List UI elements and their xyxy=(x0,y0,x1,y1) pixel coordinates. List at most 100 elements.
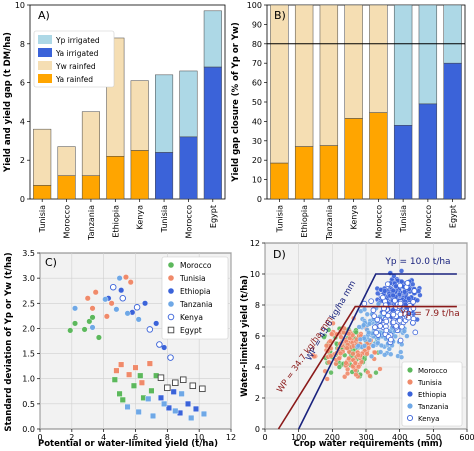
point-morocco xyxy=(86,318,93,325)
panel-d-legend-label: Morocco xyxy=(418,367,447,375)
y-tick-label: 80 xyxy=(252,40,262,49)
y-tick-label: 70 xyxy=(252,59,262,68)
y-tick-label: 0 xyxy=(257,195,262,204)
y-tick-label: 2.5 xyxy=(22,299,35,308)
bar-potential-6 xyxy=(179,70,198,138)
panel-d-legend-label: Tunisia xyxy=(417,379,442,387)
panel-b-bars xyxy=(270,4,462,200)
point-egypt xyxy=(189,382,197,390)
x-tick-label: Morocco xyxy=(63,205,72,239)
point-tanzania xyxy=(113,306,120,313)
point-group-0 xyxy=(321,334,327,340)
point-tanzania xyxy=(124,310,131,317)
panel-c-x-ticks: 0 2 4 6 8 10 12 xyxy=(37,429,236,442)
y-tick-label: 0.5 xyxy=(22,400,35,409)
bar-closure-6 xyxy=(418,103,438,200)
point-group-2 xyxy=(390,292,396,298)
point-tunisia xyxy=(118,361,125,368)
point-group-1 xyxy=(352,360,358,366)
panel-d-y-ticks: 0 2 4 6 8 10 12 xyxy=(250,239,265,434)
bar-potential-2 xyxy=(81,111,100,176)
point-tunisia xyxy=(132,364,139,371)
legend-swatch-yw-rainfed xyxy=(38,61,52,70)
bar-potential-0 xyxy=(33,128,52,186)
point-group-0 xyxy=(373,370,379,376)
panel-c-points xyxy=(67,274,207,421)
point-group-0 xyxy=(326,327,332,333)
bar-gap-5 xyxy=(393,4,413,126)
legend-marker-ethiopia xyxy=(168,288,174,294)
panel-a-legend: Yp irrigated Ya irrigated Yw rainfed Ya … xyxy=(33,30,115,88)
point-group-4 xyxy=(370,307,377,314)
y-tick-label: 6 xyxy=(255,332,260,341)
annotation-yp-10: Yp = 10.0 t/ha xyxy=(384,257,450,267)
y-tick-label: 4 xyxy=(255,363,260,372)
point-group-4 xyxy=(383,327,390,334)
point-tunisia xyxy=(127,279,134,286)
y-tick-label: 90 xyxy=(252,20,262,29)
y-tick-label: 3.0 xyxy=(22,274,35,283)
point-group-4 xyxy=(397,337,404,344)
point-group-4 xyxy=(371,313,377,319)
panel-c-legend: Morocco Tunisia Ethiopia Tanzania Kenya … xyxy=(161,256,229,340)
y-tick-label: 0 xyxy=(20,195,25,204)
bar-potential-5 xyxy=(155,74,174,153)
panel-c-x-axis-label: Potential or water-limited yield (t/ha) xyxy=(38,439,218,449)
point-kenya xyxy=(119,295,127,302)
x-tick-label: Kenya xyxy=(136,205,145,230)
y-tick-label: 1.5 xyxy=(22,350,35,359)
panel-b-label: B) xyxy=(274,9,286,22)
panel-d-points xyxy=(310,268,423,382)
x-tick-label: Morocco xyxy=(424,205,433,239)
x-tick-label: 4 xyxy=(101,433,106,442)
point-group-1 xyxy=(366,345,372,351)
point-morocco xyxy=(119,396,126,403)
point-group-3 xyxy=(401,328,407,334)
panel-d-legend-label: Kenya xyxy=(418,415,439,423)
point-group-4 xyxy=(393,323,399,329)
point-group-4 xyxy=(412,329,419,336)
x-tick-label: Tunisia xyxy=(275,205,284,233)
point-group-4 xyxy=(368,298,374,304)
point-kenya xyxy=(167,354,174,361)
panel-c-label: C) xyxy=(45,256,57,269)
panel-d-x-axis-label: Crop water requirements (mm) xyxy=(293,439,442,449)
point-group-4 xyxy=(384,281,391,287)
legend-swatch-yp-irrigated xyxy=(38,35,52,44)
point-group-1 xyxy=(372,349,378,356)
y-tick-label: 2 xyxy=(20,156,25,165)
point-tanzania xyxy=(72,305,79,312)
point-tanzania xyxy=(116,275,123,282)
panel-b-y-axis-label: Yield gap closure (% of Yp or Yw) xyxy=(231,22,241,183)
point-group-3 xyxy=(375,301,381,307)
point-group-1 xyxy=(377,366,383,372)
bar-closure-0 xyxy=(270,162,289,200)
point-group-4 xyxy=(377,323,383,329)
x-tick-label: 0 xyxy=(262,433,267,442)
panel-c-legend-label: Ethiopia xyxy=(180,287,211,296)
panel-c-legend-label: Morocco xyxy=(180,261,212,270)
point-tunisia xyxy=(89,305,96,312)
point-ethiopia xyxy=(161,344,168,351)
point-group-4 xyxy=(410,320,416,326)
point-group-1 xyxy=(324,376,330,382)
point-group-4 xyxy=(374,316,381,323)
legend-swatch-ya-rainfed xyxy=(38,74,52,83)
panel-a-bar-chart: 0 2 4 6 8 10 Tunisia Morocco Tanzania Ethiopia Ke… xyxy=(3,1,226,241)
legend-marker-egypt xyxy=(167,326,175,334)
point-tanzania xyxy=(188,414,195,421)
point-morocco xyxy=(95,334,102,341)
panel-a-y-ticks: 0 2 4 6 8 10 xyxy=(15,1,30,204)
bar-actual-3 xyxy=(106,156,125,200)
point-tanzania xyxy=(172,407,179,414)
x-tick-label: 500 xyxy=(426,433,441,442)
x-tick-label: 200 xyxy=(325,433,340,442)
y-tick-label: 50 xyxy=(252,98,262,107)
point-group-3 xyxy=(370,343,376,349)
x-tick-label: Egypt xyxy=(209,205,218,228)
point-group-1 xyxy=(336,355,342,361)
point-group-4 xyxy=(372,324,378,331)
point-group-3 xyxy=(361,343,368,349)
legend-marker-tanzania xyxy=(168,301,174,307)
panel-b-bar-chart: 0 10 20 30 40 50 60 70 80 90 100 Tunisia Ethiopia Ta… xyxy=(231,1,466,241)
